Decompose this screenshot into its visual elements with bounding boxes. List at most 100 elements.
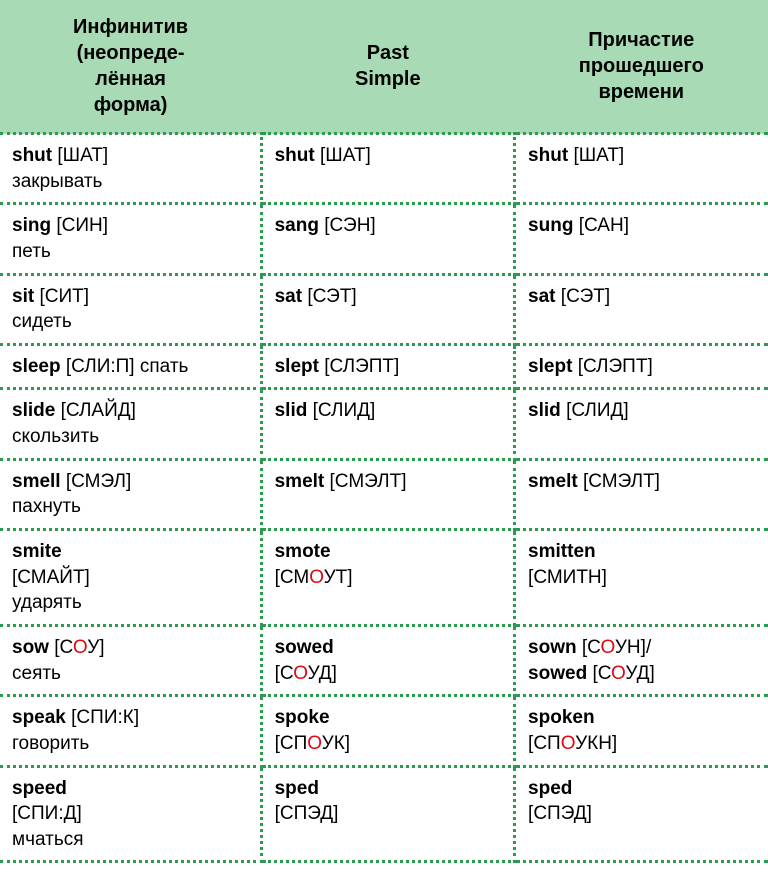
verb-pronunciation: [СПИ:Д] (12, 803, 82, 824)
verb-pronunciation: [СЛИД] (313, 400, 376, 421)
verb-pronunciation: [СИН] (56, 215, 108, 236)
cell-infinitive: smite [СМАЙТ] ударять (0, 530, 261, 626)
verb-pronunciation: [СПИ:К] (71, 707, 139, 728)
cell-form: sped [СПЭД] (261, 766, 514, 862)
verb-word: sung (528, 215, 573, 236)
verb-pronunciation: [СИТ] (39, 286, 89, 307)
cell-infinitive: sleep [СЛИ:П] спать (0, 344, 261, 389)
table-row: sit [СИТ]сидетьsat [СЭТ]sat [СЭТ] (0, 274, 768, 344)
cell-form: spoke [СПОУК] (261, 696, 514, 766)
cell-form: shut [ШАТ] (261, 134, 514, 204)
table-row: sow [СОУ]сеятьsowed[СОУД]sown [СОУН]/sow… (0, 625, 768, 695)
verb-pronunciation: [СМАЙТ] (12, 567, 90, 588)
cell-form: sowed [СОУД] (261, 625, 514, 695)
cell-infinitive: shut [ШАТ]закрывать (0, 134, 261, 204)
verb-pronunciation: [СПОУК] (275, 733, 350, 754)
verb-word: shut (275, 145, 315, 166)
header-text: времени (598, 81, 684, 103)
cell-form: sat [СЭТ] (515, 274, 768, 344)
header-text: прошедшего (579, 55, 704, 77)
verb-pronunciation: [СПЭД] (528, 803, 592, 824)
verb-word: sped (528, 778, 572, 799)
verb-word: sow (12, 637, 49, 658)
verb-word: sleep (12, 356, 61, 377)
cell-infinitive: sing [СИН]петь (0, 204, 261, 274)
header-past-simple: Past Simple (261, 0, 514, 134)
table-row: speed[СПИ:Д]мчатьсяsped[СПЭД]sped[СПЭД] (0, 766, 768, 862)
verb-pronunciation: [СМИТН] (528, 567, 607, 588)
verb-pronunciation: [СОУД] (592, 663, 654, 684)
verb-pronunciation: [СПОУКН] (528, 733, 617, 754)
verb-pronunciation: [СЛАЙД] (61, 400, 136, 421)
verb-translation: скользить (12, 426, 99, 447)
verb-word: smitten (528, 541, 596, 562)
verb-pronunciation: [СЭН] (324, 215, 375, 236)
cell-form: slid [СЛИД] (515, 389, 768, 459)
cell-form: slept [СЛЭПТ] (261, 344, 514, 389)
verb-translation: ударять (12, 592, 82, 613)
header-text: лённая (95, 68, 166, 90)
table-row: sing [СИН]петь sang [СЭН] sung [САН] (0, 204, 768, 274)
verb-translation: говорить (12, 733, 89, 754)
verb-word: smell (12, 471, 61, 492)
header-infinitive: Инфинитив (неопреде- лённая форма) (0, 0, 261, 134)
verb-translation: петь (12, 241, 51, 262)
header-text: форма) (94, 94, 168, 116)
verb-word: speed (12, 778, 67, 799)
verb-pronunciation: [ШАТ] (57, 145, 108, 166)
cell-form: sown [СОУН]/sowed [СОУД] (515, 625, 768, 695)
table-row: sleep [СЛИ:П] спатьslept [СЛЭПТ]slept [С… (0, 344, 768, 389)
verb-pronunciation: [СМОУТ] (275, 567, 353, 588)
verb-word: slept (275, 356, 319, 377)
cell-form: smote [СМОУТ] (261, 530, 514, 626)
verb-pronunciation: [СЛЭПТ] (578, 356, 653, 377)
verb-pronunciation: [СОУД] (275, 663, 337, 684)
verb-pronunciation: [САН] (579, 215, 629, 236)
header-text: Simple (355, 68, 421, 90)
verb-translation: закрывать (12, 171, 102, 192)
verb-word: sang (275, 215, 319, 236)
header-text: Past (367, 42, 409, 64)
cell-infinitive: slide [СЛАЙД]скользить (0, 389, 261, 459)
verb-pronunciation: [СЛИ:П] (66, 356, 135, 377)
verb-pronunciation: [СЭТ] (307, 286, 356, 307)
verb-pronunciation: [СМЭЛ] (66, 471, 131, 492)
verb-word: smote (275, 541, 331, 562)
cell-form: smitten [СМИТН] (515, 530, 768, 626)
verb-word: slept (528, 356, 572, 377)
verb-pronunciation: [СПЭД] (275, 803, 339, 824)
verb-translation: сеять (12, 663, 61, 684)
verb-word: sowed (275, 637, 334, 658)
verb-word: smite (12, 541, 62, 562)
cell-infinitive: sow [СОУ]сеять (0, 625, 261, 695)
table-row: shut [ШАТ]закрыватьshut [ШАТ]shut [ШАТ] (0, 134, 768, 204)
cell-infinitive: speak [СПИ:К]говорить (0, 696, 261, 766)
verb-word: sped (275, 778, 319, 799)
verb-word: smelt (275, 471, 325, 492)
cell-infinitive: speed[СПИ:Д]мчаться (0, 766, 261, 862)
table-body: shut [ШАТ]закрыватьshut [ШАТ]shut [ШАТ]s… (0, 134, 768, 862)
cell-infinitive: smell [СМЭЛ]пахнуть (0, 459, 261, 529)
cell-form: sped [СПЭД] (515, 766, 768, 862)
header-text: (неопреде- (77, 42, 185, 64)
verb-word: smelt (528, 471, 578, 492)
verb-word: sown (528, 637, 577, 658)
verb-word: sing (12, 215, 51, 236)
verb-pronunciation: [ШАТ] (320, 145, 371, 166)
header-text: Причастие (588, 29, 694, 51)
table-header-row: Инфинитив (неопреде- лённая форма) Past … (0, 0, 768, 134)
verb-word: slid (275, 400, 308, 421)
cell-form: smelt [СМЭЛТ] (515, 459, 768, 529)
verb-word: sat (528, 286, 555, 307)
verb-word: spoken (528, 707, 595, 728)
cell-form: sat [СЭТ] (261, 274, 514, 344)
table-row: smite [СМАЙТ] ударять smote [СМОУТ] smitten [С… (0, 530, 768, 626)
verb-pronunciation: [СМЭЛТ] (583, 471, 660, 492)
verb-word: shut (528, 145, 568, 166)
verb-word: spoke (275, 707, 330, 728)
cell-form: smelt [СМЭЛТ] (261, 459, 514, 529)
verb-translation: спать (140, 356, 189, 377)
cell-form: spoken [СПОУКН] (515, 696, 768, 766)
verb-pronunciation: [СЭТ] (561, 286, 610, 307)
verb-pronunciation: [СЛИД] (566, 400, 629, 421)
